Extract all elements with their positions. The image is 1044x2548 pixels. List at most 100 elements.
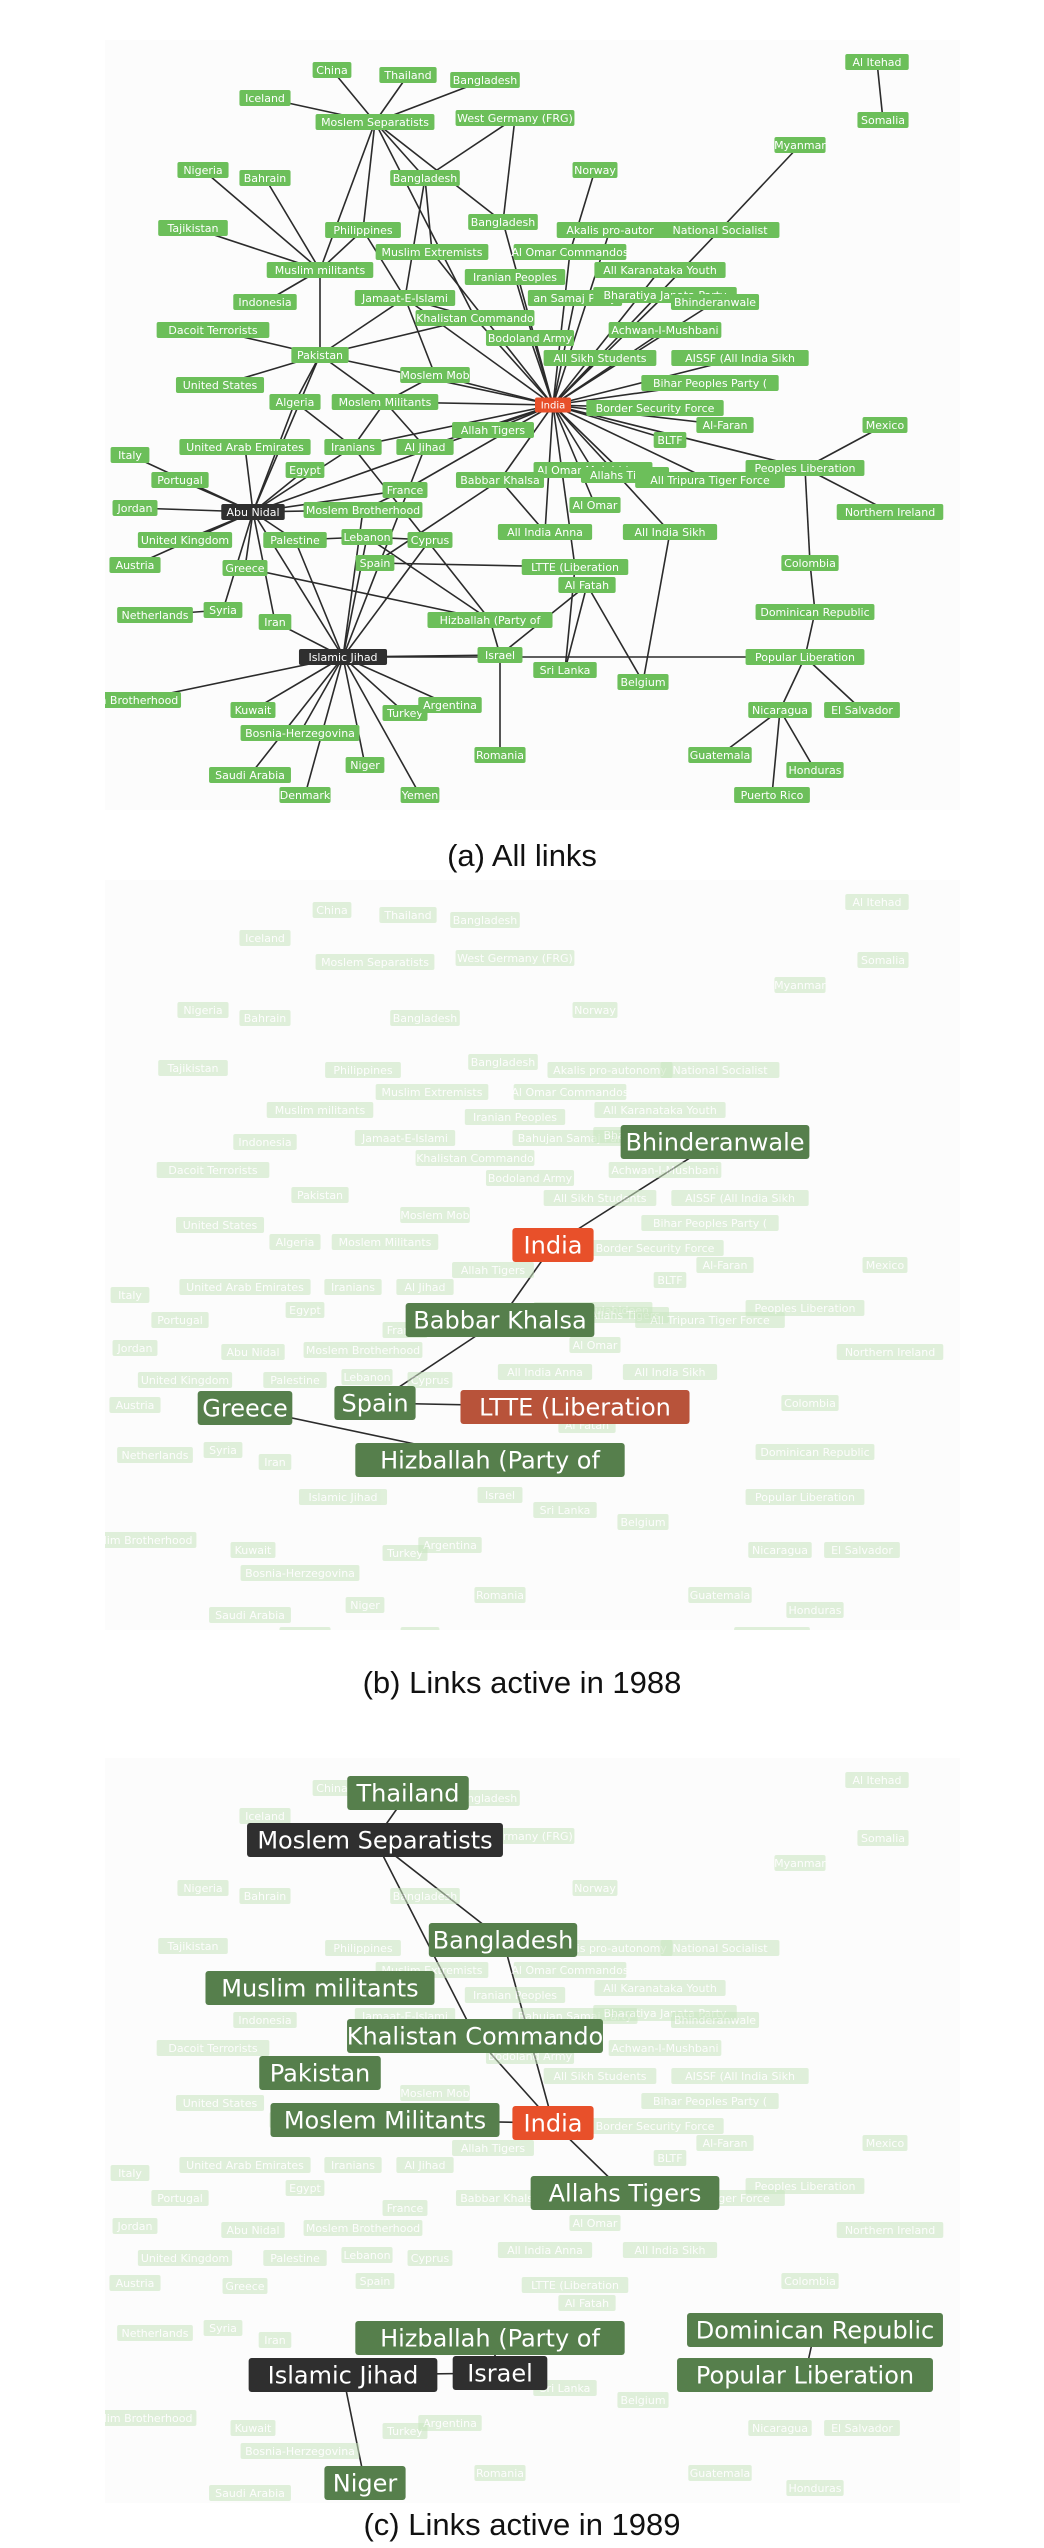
- node-label: Cyprus: [411, 534, 450, 547]
- node-label: Al Itehad: [852, 1774, 901, 1787]
- node-box: [845, 894, 909, 910]
- node-babbar: Babbar Khalsa: [405, 1303, 595, 1337]
- node-label: Myanmar: [774, 139, 826, 152]
- node-label: Muslim militants: [275, 1104, 366, 1117]
- node-label: Colombia: [784, 557, 836, 570]
- node-label: Kuwait: [235, 2422, 272, 2435]
- node-honduras: Honduras: [786, 762, 844, 778]
- node-label: Al-Faran: [703, 419, 748, 432]
- edge-myanmar-national_soc: [719, 144, 801, 231]
- node-box: [660, 1940, 780, 1956]
- node-cyprus: Cyprus: [407, 532, 453, 548]
- node-box: [400, 2085, 470, 2101]
- node-allah-tigers: Allah Tigers: [452, 2140, 534, 2156]
- node-box: [513, 1962, 627, 1978]
- node-label: Al Itehad: [852, 896, 901, 909]
- node-muslim-extremists: Muslim Extremists: [375, 1084, 489, 1100]
- node-box: [240, 1565, 360, 1581]
- node-label: LTTE (Liberation: [531, 561, 619, 574]
- node-argentina: Argentina: [418, 697, 482, 713]
- node-label: India: [524, 1232, 583, 1260]
- node-box: [221, 504, 285, 520]
- node-muslim-extremists: Muslim Extremists: [375, 244, 489, 260]
- node-niger: Niger: [324, 2466, 406, 2500]
- node-jordan: Jordan: [112, 2218, 158, 2234]
- node-achwan: Achwan-I-Mushbani: [608, 1162, 722, 1178]
- node-box: [291, 347, 349, 363]
- node-label: Achwan-I-Mushbani: [611, 1164, 718, 1177]
- node-box: [450, 912, 520, 928]
- node-bahrain: Bahrain: [239, 1888, 291, 1904]
- node-box: [269, 1234, 321, 1250]
- node-greece: Greece: [222, 560, 268, 576]
- node-al-itehad: Al Itehad: [845, 894, 909, 910]
- node-label: Abu Nidal: [226, 2224, 279, 2237]
- node-box: [209, 2485, 291, 2501]
- node-iranians: Iranians: [324, 1279, 382, 1295]
- node-label: Colombia: [784, 1397, 836, 1410]
- node-label: Palestine: [270, 534, 320, 547]
- edge-india-al_omar_cmd: [552, 251, 571, 406]
- node-pakistan: Pakistan: [291, 347, 349, 363]
- caption-1989: (c) Links active in 1989: [363, 2507, 681, 2542]
- node-label: Al Fatah: [565, 2297, 609, 2310]
- node-bangladesh-top: Bangladesh: [450, 72, 520, 88]
- node-myanmar: Myanmar: [774, 1855, 826, 1871]
- node-label: Popular Liberation: [755, 651, 855, 664]
- node-box: [485, 330, 575, 346]
- node-syria: Syria: [203, 602, 243, 618]
- node-box: [354, 1130, 456, 1146]
- node-label: Bangladesh: [471, 1056, 536, 1069]
- node-bihar: Bihar Peoples Party (: [641, 1215, 779, 1231]
- node-label: Islamic Jihad: [308, 1491, 377, 1504]
- node-label: Argentina: [423, 2417, 477, 2430]
- node-label: Dominican Republic: [760, 606, 869, 619]
- node-box: [390, 1888, 460, 1904]
- edge-moslem_sep-bangladesh_mid: [374, 121, 426, 179]
- node-colombia: Colombia: [781, 1395, 839, 1411]
- node-label: AISSF (All India Sikh: [685, 352, 795, 365]
- node-label: Turkey: [386, 707, 423, 720]
- node-belgium: Belgium: [617, 1514, 669, 1530]
- edge-bangladesh_mid-muslim_extremists: [424, 177, 433, 253]
- node-box: [670, 294, 760, 310]
- node-box: [572, 162, 618, 178]
- node-algeria: Algeria: [269, 1234, 321, 1250]
- node-box: [239, 170, 291, 186]
- node-france: France: [382, 482, 428, 498]
- node-label: West Germany (FRG): [457, 952, 573, 965]
- edge-al_fatah-sri_lanka: [564, 584, 588, 671]
- node-box: [203, 1442, 243, 1458]
- node-box: [543, 2068, 657, 2084]
- node-box: [233, 2012, 297, 2028]
- node-box: [315, 954, 435, 970]
- node-label: All Karanataka Youth: [603, 1982, 717, 1995]
- node-syria: Syria: [203, 2320, 243, 2336]
- node-box: [497, 524, 593, 540]
- node-tajikistan: Tajikistan: [158, 1938, 228, 1954]
- node-egypt: Egypt: [285, 462, 325, 478]
- node-box: [862, 417, 908, 433]
- node-iranians: Iranians: [324, 439, 382, 455]
- node-box: [677, 2358, 933, 2392]
- node-aissf: AISSF (All India Sikh: [671, 1190, 809, 1206]
- node-bangladesh-mid: Bangladesh: [390, 170, 460, 186]
- node-akalis: Akalis pro-autonomy: [547, 1062, 673, 1078]
- node-al-itehad: Al Itehad: [845, 1772, 909, 1788]
- node-bosnia: Bosnia-Herzegovina: [240, 725, 360, 741]
- edge-india-france: [404, 404, 554, 491]
- node-box: [390, 1010, 460, 1026]
- node-box: [379, 907, 437, 923]
- node-label: Belgium: [620, 676, 665, 689]
- node-box: [109, 1397, 161, 1413]
- node-philippines: Philippines: [325, 222, 401, 238]
- node-label: Bihar Peoples Party (: [653, 1217, 767, 1230]
- node-label: All Karanataka Youth: [603, 1104, 717, 1117]
- node-box: [497, 1364, 593, 1380]
- node-label: Popular Liberation: [755, 1491, 855, 1504]
- node-box: [755, 604, 875, 620]
- node-box: [857, 112, 909, 128]
- node-iranians: Iranians: [324, 2157, 382, 2173]
- node-label: Netherlands: [121, 609, 188, 622]
- node-box: [774, 977, 826, 993]
